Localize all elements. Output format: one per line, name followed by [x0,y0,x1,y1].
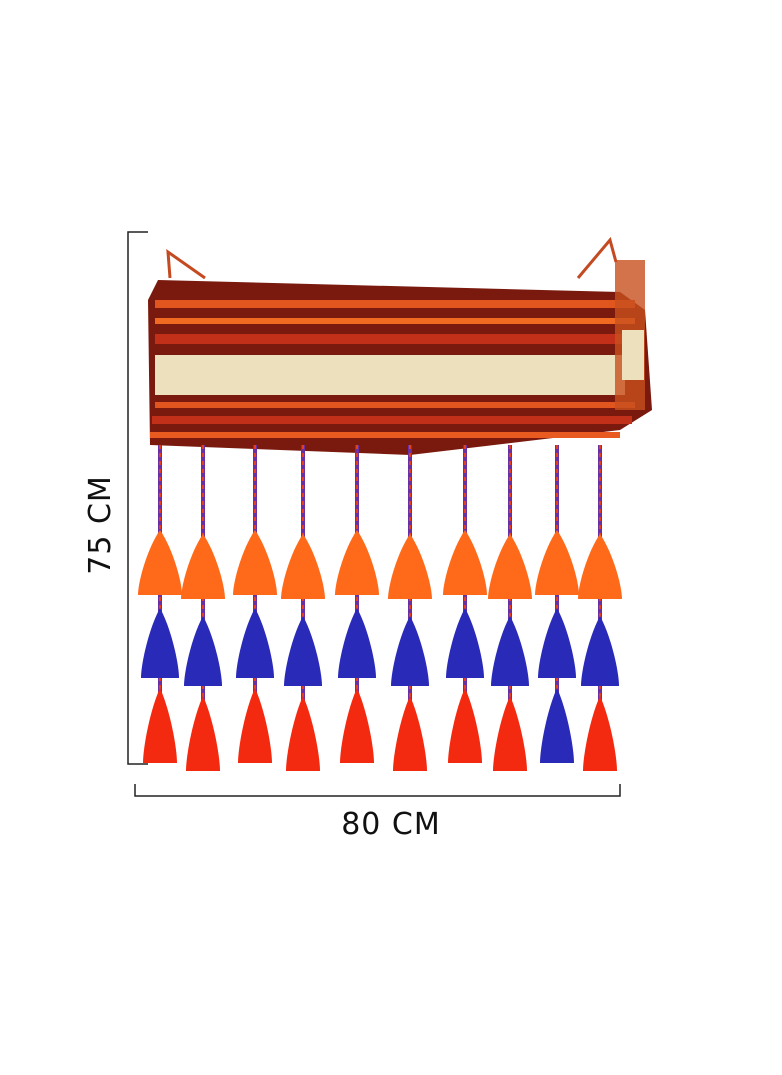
tassel [238,688,272,763]
tassel [184,616,222,686]
tassel [446,608,484,678]
tassel [581,616,619,686]
tassel [281,534,325,599]
tassel [583,696,617,771]
tassel [493,696,527,771]
height-label: 75 CM [83,475,118,575]
tassel [443,530,487,595]
tassel [186,696,220,771]
tassel [488,534,532,599]
tassel [391,616,429,686]
tassel [338,608,376,678]
tassel [236,608,274,678]
tassel [491,616,529,686]
woven-band [148,236,652,455]
dimension-lines [127,231,621,797]
tassel [393,696,427,771]
tassel [535,530,579,595]
width-line [134,784,621,797]
width-label: 80 CM [341,807,441,842]
tassel [181,534,225,599]
tassel [538,608,576,678]
tassel [138,530,182,595]
tassel [286,696,320,771]
tassel [233,530,277,595]
tassel [448,688,482,763]
tassel [340,688,374,763]
tassel [388,534,432,599]
tassel [578,534,622,599]
tassel [335,530,379,595]
tassel [540,688,574,763]
tassel [141,608,179,678]
tassel [284,616,322,686]
height-line [127,231,148,765]
tassel [143,688,177,763]
tassels [138,445,622,771]
